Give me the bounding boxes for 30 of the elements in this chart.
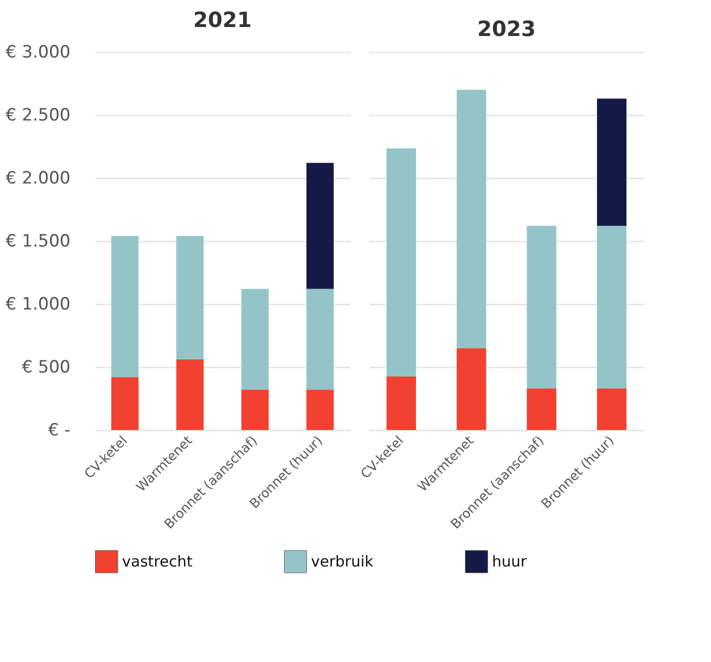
- bar: [526, 226, 556, 388]
- bar: [241, 288, 269, 390]
- y-tick-label: € 1.500: [6, 232, 70, 252]
- chart-title: 2021: [193, 8, 252, 32]
- bar: [386, 376, 416, 430]
- bar: [386, 148, 416, 376]
- legend-label: verbruik: [311, 552, 374, 571]
- y-tick-label: € -: [48, 420, 70, 440]
- chart-title: 2023: [477, 17, 536, 41]
- bar: [306, 288, 334, 390]
- bar: [111, 377, 139, 430]
- legend-label: vastrecht: [122, 552, 193, 571]
- bar: [456, 348, 486, 430]
- legend-label: huur: [492, 552, 528, 571]
- bar: [596, 226, 626, 388]
- bar: [456, 90, 486, 348]
- bar: [176, 359, 204, 430]
- bar: [241, 390, 269, 430]
- bar: [176, 236, 204, 360]
- bar: [111, 236, 139, 378]
- bar: [596, 98, 626, 226]
- bar: [306, 390, 334, 430]
- y-tick-label: € 2.000: [6, 168, 70, 188]
- y-tick-label: € 2.500: [6, 106, 70, 126]
- y-tick-label: € 1.000: [6, 294, 70, 314]
- bar: [306, 162, 334, 289]
- y-tick-label: € 3.000: [6, 42, 70, 62]
- y-tick-label: € 500: [22, 358, 70, 378]
- bar: [526, 388, 556, 430]
- bar: [596, 388, 626, 430]
